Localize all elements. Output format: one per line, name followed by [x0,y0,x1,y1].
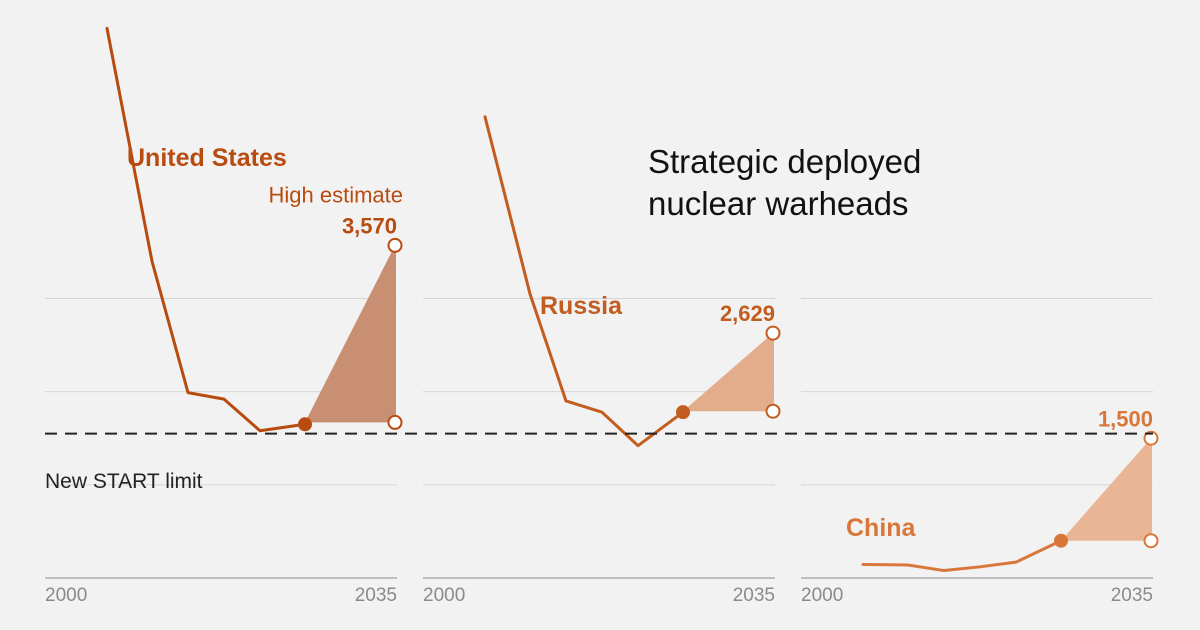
china-projection-area [1061,438,1151,541]
united-states-series-line [105,26,307,433]
russia-low-point [765,403,781,419]
russia-series-label: Russia [540,292,623,320]
russia-high-value-label: 2,629 [720,301,775,326]
china-high-value-label: 1,500 [1098,406,1153,431]
russia-x-tick-start: 2000 [423,585,465,606]
russia-x-tick-end: 2035 [733,585,775,606]
russia-current-point [676,405,690,420]
chart-title-line-1: Strategic deployed [648,143,921,180]
russia-series-line [483,115,685,448]
united-states-x-tick-end: 2035 [355,585,397,606]
china-high-point [1143,430,1159,446]
united-states-estimate-label: High estimate [268,182,403,207]
china-series-label: China [846,514,917,542]
united-states-high-point [387,237,403,253]
united-states-x-tick-start: 2000 [45,585,87,606]
united-states-low-point [387,414,403,430]
russia-projection-area [683,333,773,412]
new-start-limit-label: New START limit [45,470,203,493]
united-states-high-value-label: 3,570 [342,213,397,238]
china-current-point [1054,533,1068,548]
united-states-current-point [298,417,312,432]
chart-title-line-2: nuclear warheads [648,185,909,222]
united-states-projection-area [305,245,395,423]
china-low-point [1143,533,1159,549]
russia-high-point [765,325,781,341]
united-states-series-label: United States [127,144,287,172]
china-x-tick-end: 2035 [1111,585,1153,606]
china-series-line [861,539,1063,573]
china-x-tick-start: 2000 [801,585,843,606]
